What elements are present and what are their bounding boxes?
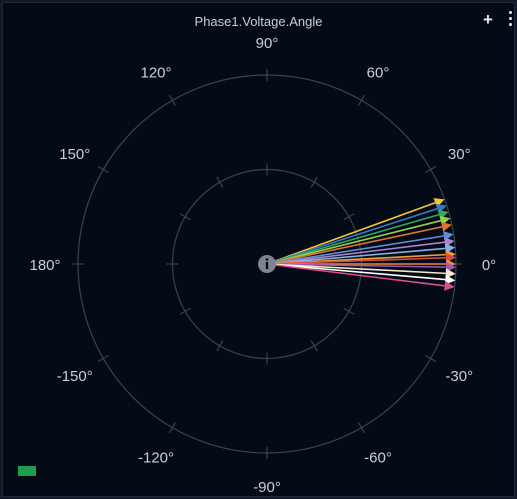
vertical-dots-icon[interactable]: [508, 11, 514, 29]
plus-icon[interactable]: +: [483, 10, 493, 29]
phasor-line: [266, 207, 438, 265]
angle-label: 150°: [59, 146, 90, 163]
phasor[interactable]: [266, 262, 456, 273]
phasor-arrowhead: [444, 280, 455, 291]
phasor-line: [266, 263, 446, 275]
phasor[interactable]: [266, 263, 456, 279]
grid-tick: [179, 307, 191, 315]
angle-label: -120°: [138, 449, 174, 466]
grid-tick: [425, 354, 437, 363]
phasor-line: [266, 263, 445, 287]
grid-tick: [168, 94, 177, 106]
panel-title: Phase1.Voltage.Angle: [194, 14, 323, 29]
angle-label: 90°: [256, 35, 279, 52]
phasor-arrowhead: [441, 221, 452, 232]
grid-tick: [343, 213, 355, 221]
angle-label: -60°: [364, 449, 392, 466]
angle-label: -30°: [445, 368, 473, 385]
grid-tick: [343, 307, 355, 315]
angle-label: 0°: [482, 257, 496, 274]
phasor-line: [266, 213, 440, 265]
angle-label: 180°: [29, 257, 60, 274]
grid-tick: [97, 354, 109, 363]
phasor-arrowhead: [445, 262, 456, 273]
grid-tick: [97, 165, 109, 174]
phasor-line: [266, 241, 445, 265]
angle-label: 60°: [367, 65, 390, 82]
legend-swatch[interactable]: [18, 466, 36, 476]
grid-tick: [179, 213, 191, 221]
phasor[interactable]: [266, 198, 445, 265]
phasor-line: [266, 247, 446, 265]
phasor[interactable]: [266, 263, 456, 285]
phasor-line: [266, 202, 436, 265]
grid-tick: [357, 422, 366, 434]
phasor-line: [266, 256, 446, 265]
phasor-line: [266, 219, 441, 265]
info-icon[interactable]: [258, 255, 276, 273]
angle-label: -150°: [57, 368, 93, 385]
angle-label: 120°: [140, 65, 171, 82]
grid-tick: [357, 94, 366, 106]
phasor[interactable]: [266, 221, 452, 265]
phasor-line: [266, 263, 446, 281]
grid-tick: [425, 165, 437, 174]
angle-label: -90°: [253, 479, 281, 496]
phasor-arrowhead: [445, 268, 456, 279]
phasor[interactable]: [266, 263, 455, 291]
grid-tick: [310, 176, 318, 188]
phasor[interactable]: [266, 203, 447, 265]
grid-tick: [310, 340, 318, 352]
grid-tick: [168, 422, 177, 434]
phasor-line: [266, 263, 446, 268]
phasor-line: [266, 226, 443, 265]
grid-tick: [216, 340, 224, 352]
grid-tick: [216, 176, 224, 188]
angle-label: 30°: [448, 146, 471, 163]
phasor-line: [266, 235, 444, 265]
phasor-arrowhead: [444, 274, 456, 285]
